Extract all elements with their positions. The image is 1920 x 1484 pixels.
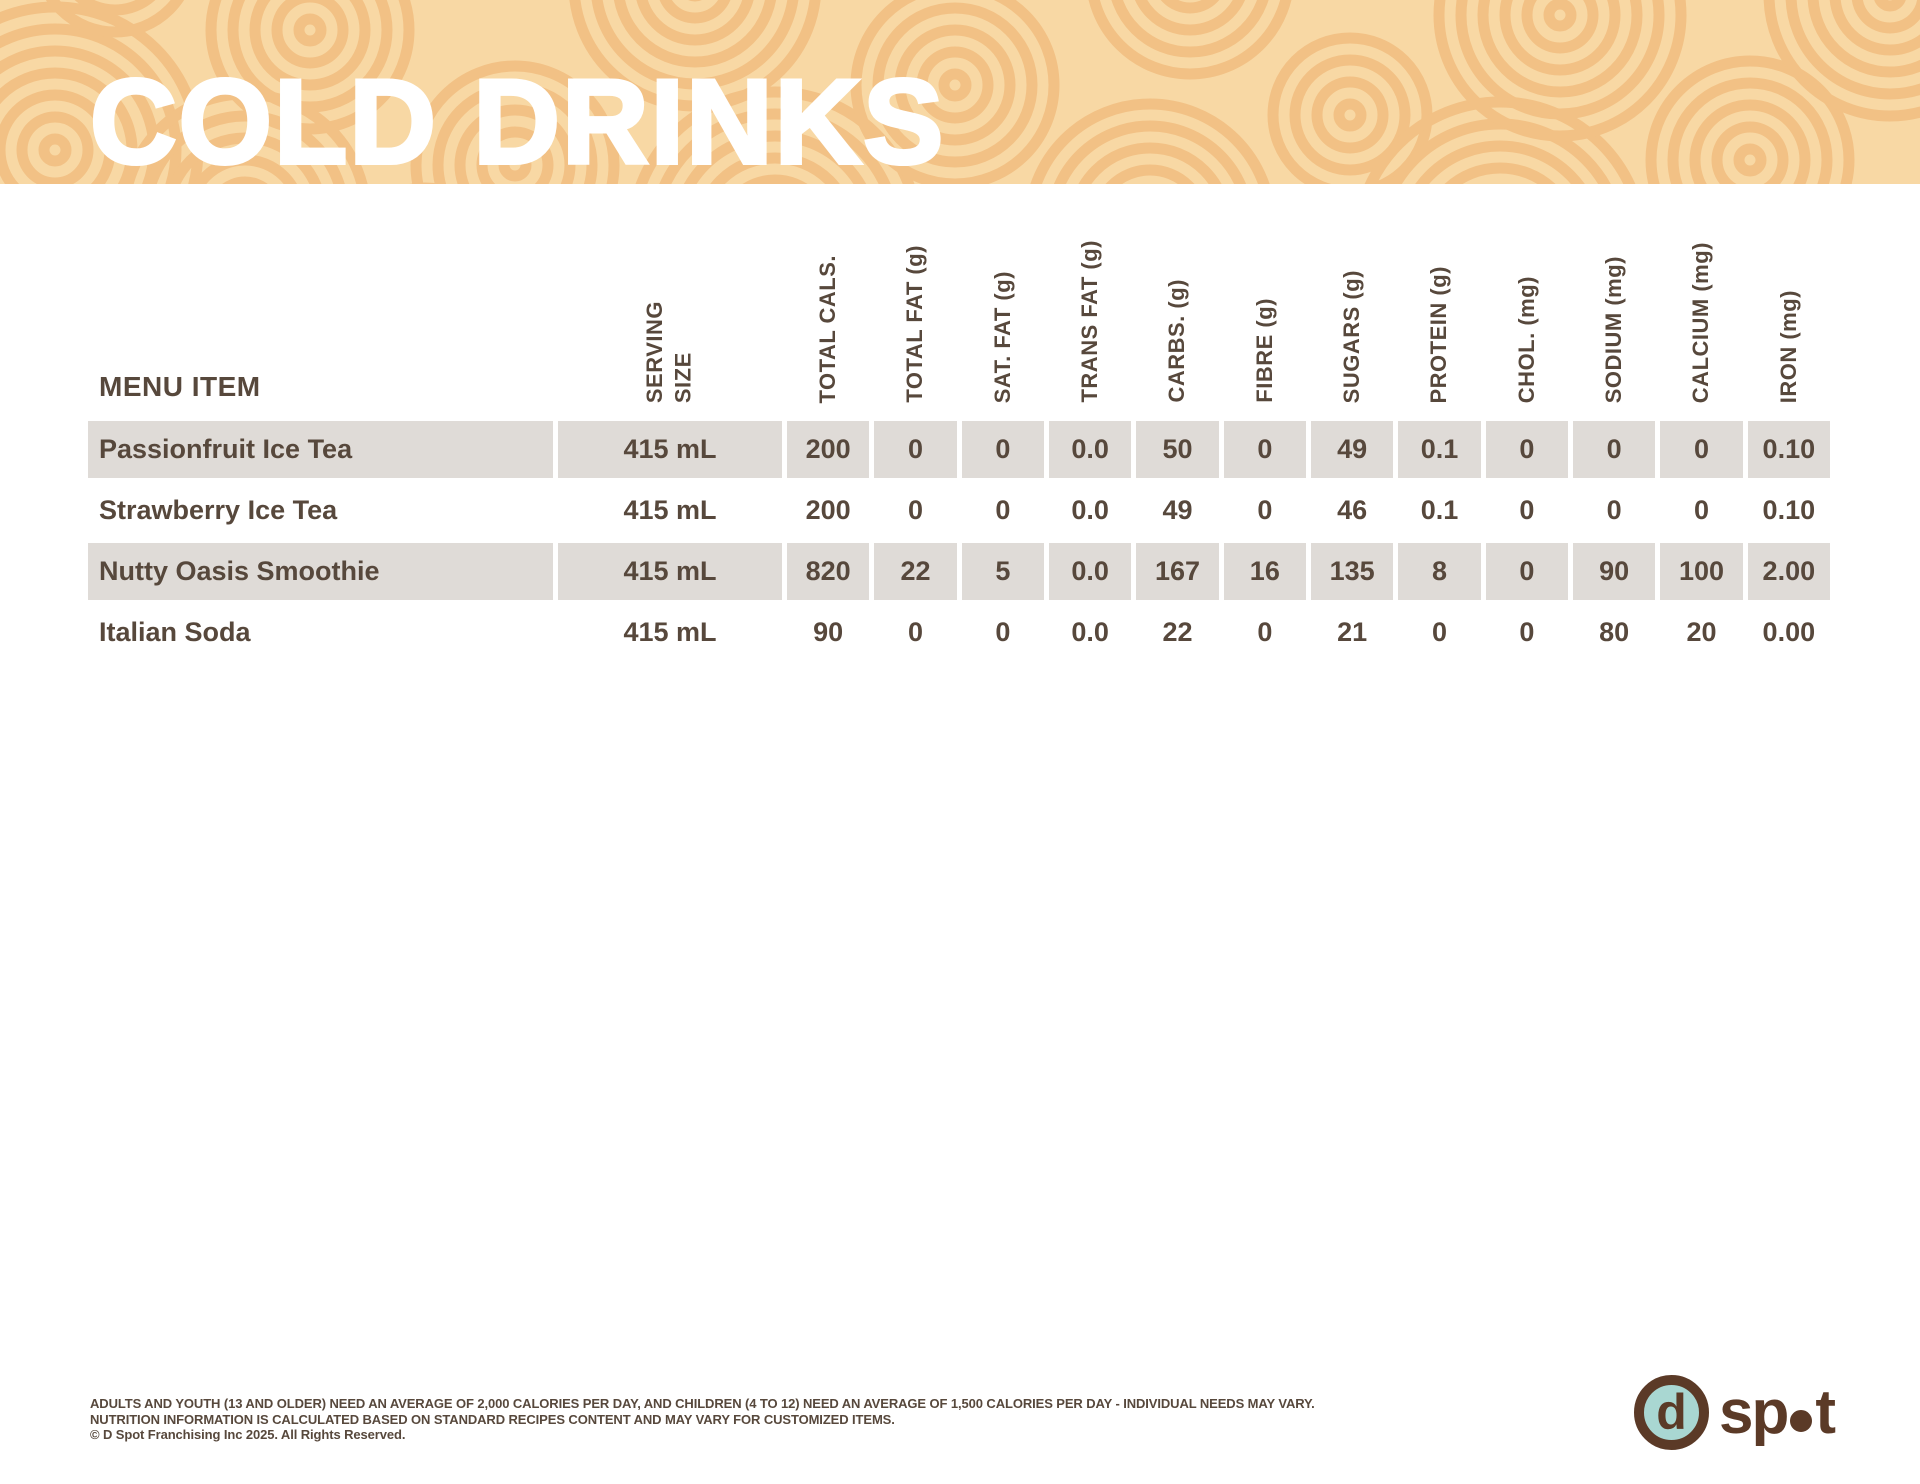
column-header-menu-item: MENU ITEM [99,371,261,402]
dspot-logo: d sp t [1633,1375,1836,1450]
table-cell: 49 [1311,421,1394,478]
table-cell: 0.10 [1747,421,1830,478]
table-cell: 0 [995,495,1011,525]
table-cell: 2.00 [1747,543,1830,600]
table-cell: 415 mL [623,495,717,525]
table-cell: 0 [1257,617,1273,647]
table-cell: 820 [787,543,870,600]
footnote-copyright: © D Spot Franchising Inc 2025. All Right… [90,1427,406,1442]
column-header-trans-fat: TRANS FAT (g) [1076,240,1102,403]
table-cell: 0 [961,421,1044,478]
table-cell: 0 [907,617,923,647]
table-cell: 415 mL [623,617,717,647]
column-header-protein: PROTEIN (g) [1426,265,1452,404]
table-cell: 5 [961,543,1044,600]
table-cell: 0 [1223,421,1306,478]
table-cell: 0 [1519,495,1535,525]
table-cell: 0.0 [1049,543,1132,600]
table-cell: 46 [1337,495,1368,525]
table-cell: 0 [1573,421,1656,478]
column-header-carbs: CARBS. (g) [1164,279,1190,403]
table-cell: 0 [1660,421,1743,478]
table-cell: 415 mL [558,421,782,478]
table-body: Passionfruit Ice Tea 415 mL 200 0 0 0.0 … [88,421,1830,661]
table-cell: 0 [1431,617,1447,647]
table-cell: 0.1 [1420,495,1459,525]
dspot-logo-sp: sp [1718,1377,1789,1447]
table-cell: 0.0 [1071,495,1109,525]
table-cell: 200 [787,421,870,478]
column-header-fibre: FIBRE (g) [1251,298,1277,403]
table-cell: 200 [805,495,851,525]
table-cell: 21 [1337,617,1368,647]
column-header-serving-size: SERVING SIZE [642,300,696,403]
column-header-calcium: CALCIUM (mg) [1688,241,1714,403]
footnote-nutrition: NUTRITION INFORMATION IS CALCULATED BASE… [90,1411,895,1427]
column-header-total-cals: TOTAL CALS. [814,254,840,404]
column-header-chol: CHOL. (mg) [1513,275,1539,403]
table-cell: 0 [907,495,923,525]
table-cell: 16 [1223,543,1306,600]
dspot-logo-monogram: d [1656,1383,1687,1440]
table-cell: 0 [1606,495,1622,525]
table-cell: 20 [1686,617,1717,647]
column-header-iron: IRON (mg) [1775,289,1801,403]
table-cell: 0 [1257,495,1273,525]
dspot-logo-t: t [1815,1377,1836,1447]
table-cell: 50 [1136,421,1219,478]
table-cell: 167 [1136,543,1219,600]
table-cell: 0.1 [1398,421,1481,478]
table-cell: 80 [1599,617,1630,647]
table-cell: 0 [995,617,1011,647]
table-cell: 0 [874,421,957,478]
footnotes: ADULTS AND YOUTH (13 AND OLDER) NEED AN … [90,1396,1315,1443]
table-cell: 135 [1311,543,1394,600]
table-cell: 0.00 [1762,617,1816,647]
table-cell: 90 [813,617,844,647]
nutrition-table: MENU ITEM SERVING SIZE TOTAL CALS. TOTAL… [88,184,1830,661]
column-header-sugars: SUGARS (g) [1338,269,1364,403]
footnote-calories: ADULTS AND YOUTH (13 AND OLDER) NEED AN … [90,1396,1315,1411]
menu-item-name: Strawberry Ice Tea [99,495,338,525]
dspot-logo-wordmark: sp t [1718,1377,1836,1447]
column-header-sodium: SODIUM (mg) [1600,255,1626,403]
table-cell: 0.10 [1762,495,1816,525]
column-header-sat-fat: SAT. FAT (g) [989,270,1015,403]
table-cell: 22 [874,543,957,600]
table-cell: 0 [1519,617,1535,647]
page-title: COLD DRINKS [88,55,946,184]
table-header-row: MENU ITEM SERVING SIZE TOTAL CALS. TOTAL… [88,184,1830,421]
menu-item-name: Italian Soda [99,617,251,647]
table-cell: 0.0 [1071,617,1109,647]
table-cell: 0.0 [1049,421,1132,478]
banner: COLD DRINKS [0,0,1920,184]
column-header-total-fat: TOTAL FAT (g) [902,245,928,403]
table-cell: 90 [1573,543,1656,600]
menu-item-name: Passionfruit Ice Tea [88,421,553,478]
menu-item-name: Nutty Oasis Smoothie [88,543,553,600]
dspot-logo-o-icon [1790,1409,1813,1432]
table-cell: 0 [1485,543,1568,600]
table-cell: 0 [1485,421,1568,478]
dspot-logo-d-icon: d [1633,1375,1709,1450]
banner-pattern-decoration [0,0,1920,184]
table-cell: 0 [1693,495,1709,525]
table-cell: 415 mL [558,543,782,600]
table-cell: 8 [1398,543,1481,600]
table-cell: 22 [1162,617,1193,647]
table-cell: 49 [1162,495,1193,525]
table-cell: 100 [1660,543,1743,600]
